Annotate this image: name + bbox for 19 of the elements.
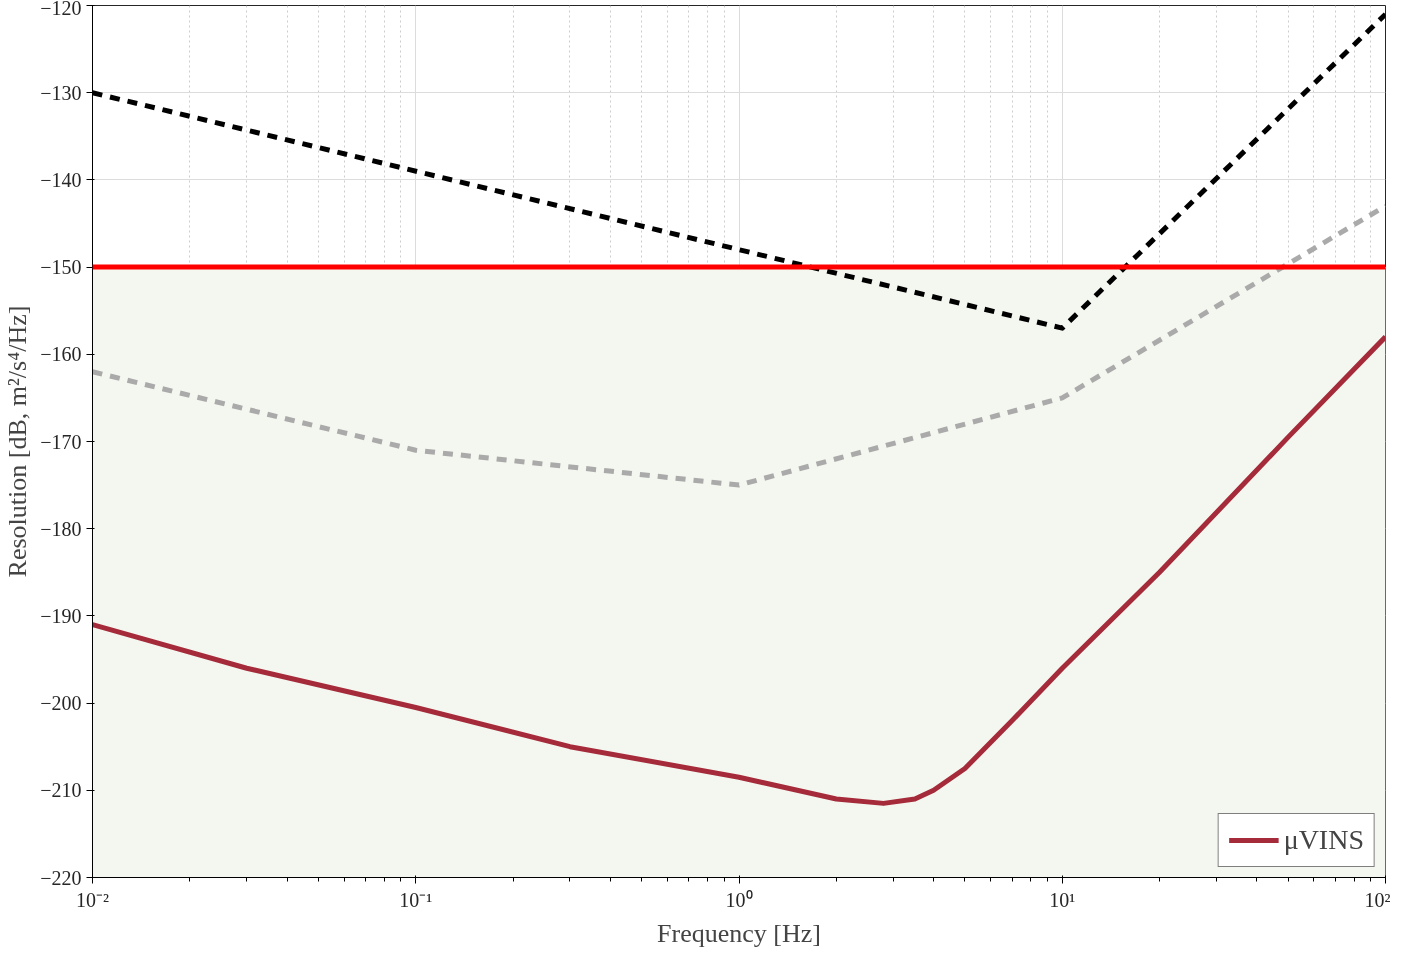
y-tick-label: −220	[40, 866, 82, 889]
y-tick-label: −180	[40, 517, 82, 540]
y-tick-label: −160	[40, 343, 82, 366]
y-tick-label: −140	[40, 168, 82, 191]
y-axis-title: Resolution [dB, m²/s⁴/Hz]	[3, 305, 33, 578]
y-tick-label: −210	[40, 779, 82, 802]
x-tick-label: 10¹	[1049, 888, 1076, 911]
y-tick-label: −130	[40, 81, 82, 104]
y-tick-label: −120	[40, 0, 82, 19]
legend-label: μVINS	[1283, 824, 1364, 856]
x-tick-label: 10⁰	[725, 888, 753, 911]
y-tick-label: −150	[40, 256, 82, 279]
y-tick-label: −170	[40, 430, 82, 453]
x-tick-label: 10²	[1364, 888, 1391, 911]
x-tick-label: 10⁻¹	[399, 888, 433, 911]
y-tick-label: −190	[40, 604, 82, 627]
x-axis-title: Frequency [Hz]	[657, 918, 821, 948]
y-tick-label: −200	[40, 692, 82, 715]
x-tick-label: 10⁻²	[76, 888, 109, 911]
